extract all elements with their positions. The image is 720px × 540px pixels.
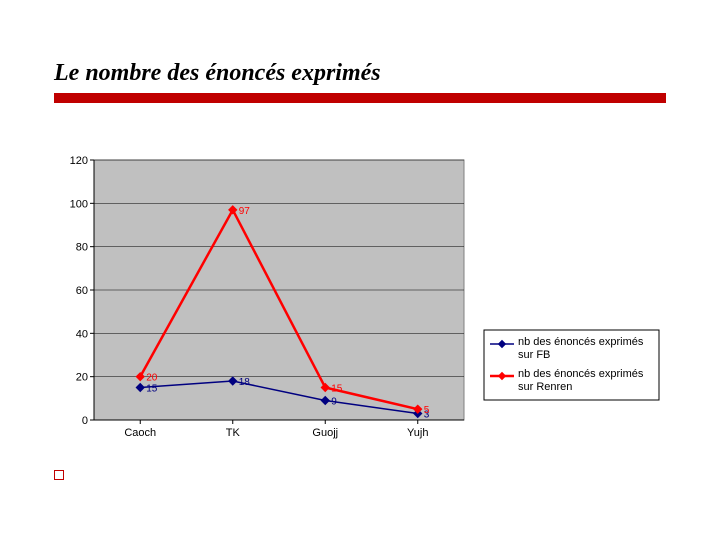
y-tick-label: 40 (76, 328, 88, 340)
y-tick-label: 100 (70, 198, 88, 210)
y-tick-label: 120 (70, 155, 88, 167)
y-tick-label: 80 (76, 242, 88, 254)
footer-marker (54, 470, 64, 480)
legend-label: sur Renren (518, 381, 572, 393)
x-category-label: TK (226, 427, 241, 439)
title-underline (54, 93, 666, 103)
data-label: 20 (146, 373, 158, 384)
legend-label: nb des énoncés exprimés (518, 368, 644, 380)
y-tick-label: 20 (76, 372, 88, 384)
y-tick-label: 60 (76, 285, 88, 297)
legend-label: nb des énoncés exprimés (518, 336, 644, 348)
y-tick-label: 0 (82, 415, 88, 427)
legend-label: sur FB (518, 349, 550, 361)
data-label: 5 (424, 405, 430, 416)
slide: Le nombre des énoncés exprimés 0 20 40 60 80… (0, 0, 720, 540)
data-label: 15 (331, 384, 343, 395)
x-category-label: Yujh (407, 427, 428, 439)
data-label: 97 (239, 206, 251, 217)
title-block: Le nombre des énoncés exprimés (54, 60, 666, 103)
data-label: 9 (331, 397, 337, 408)
x-category-label: Guojj (312, 427, 338, 439)
x-category-label: Caoch (124, 427, 156, 439)
slide-title: Le nombre des énoncés exprimés (54, 60, 666, 87)
line-chart: 020406080100120CaochTKGuojjYujh151893209… (54, 150, 666, 450)
data-label: 18 (239, 377, 251, 388)
data-label: 15 (146, 384, 158, 395)
